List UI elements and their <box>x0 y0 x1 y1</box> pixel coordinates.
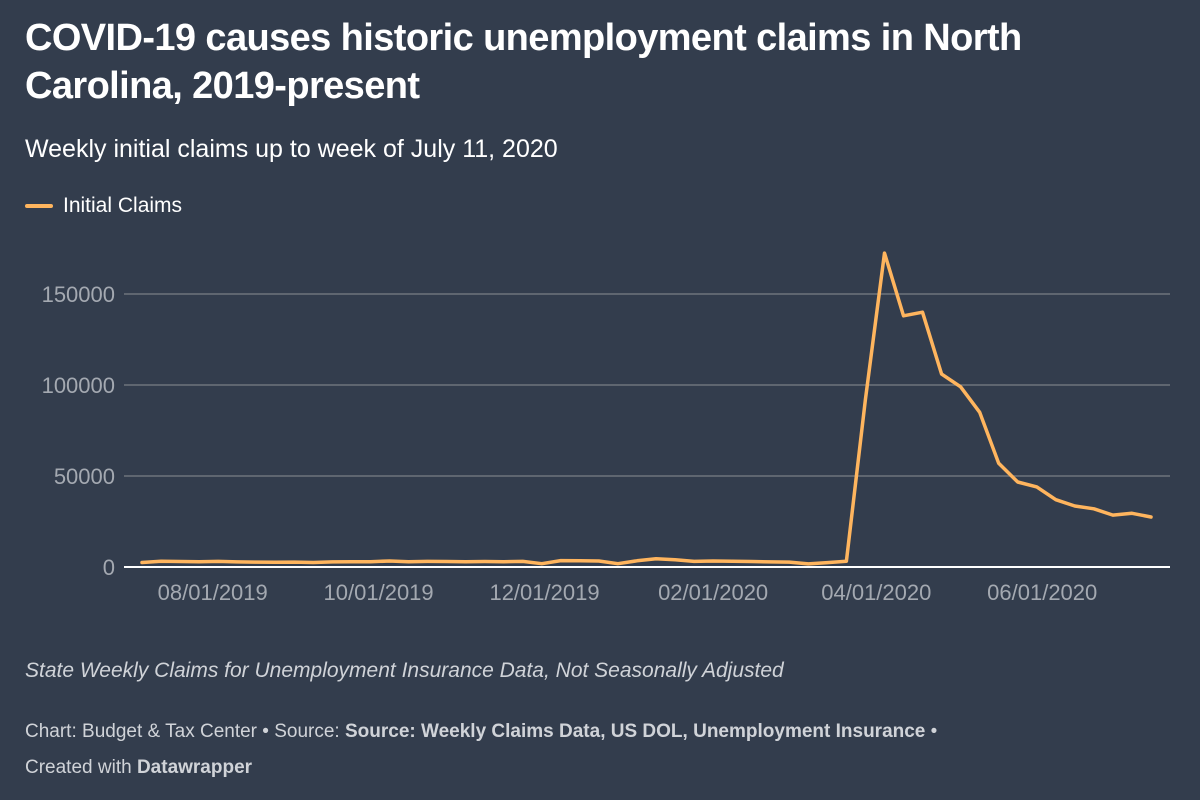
series-initial-claims <box>140 251 1153 566</box>
legend-label-initial-claims: Initial Claims <box>63 194 183 217</box>
y-tick-label: 0 <box>103 555 115 580</box>
x-axis-ticks: 08/01/2019 10/01/2019 12/01/2019 02/01/2020… <box>158 580 1098 605</box>
legend: Initial Claims <box>25 194 182 218</box>
chart-credit: Budget & Tax Center <box>82 721 258 742</box>
x-tick-label: 10/01/2019 <box>324 580 434 605</box>
datawrapper-link[interactable]: Datawrapper <box>136 757 253 778</box>
x-tick-label: 12/01/2019 <box>489 580 599 605</box>
y-axis-ticks: 0 50000 100000 150000 <box>42 282 115 580</box>
chart-credit-prefix: Chart: <box>25 721 83 742</box>
separator-end: • <box>925 721 938 742</box>
line-initial-claims <box>140 251 1153 566</box>
x-tick-label: 04/01/2020 <box>821 580 931 605</box>
chart-notes: State Weekly Claims for Unemployment Ins… <box>25 659 784 682</box>
byline: Chart: Budget & Tax Center • Source: Sou… <box>25 714 1175 786</box>
gridlines <box>124 293 1170 568</box>
source-prefix: Source: <box>274 721 345 742</box>
source-text: Source: Weekly Claims Data, US DOL, Unem… <box>345 721 926 742</box>
line-chart: 0 50000 100000 150000 08/01/2019 10/01/2019 1… <box>42 251 1170 605</box>
created-with-prefix: Created with <box>25 757 137 778</box>
separator: • <box>257 721 275 742</box>
legend-swatch-initial-claims <box>25 204 53 208</box>
y-tick-label: 50000 <box>54 464 115 489</box>
x-tick-label: 08/01/2019 <box>158 580 268 605</box>
x-tick-label: 06/01/2020 <box>987 580 1097 605</box>
chart-subtitle: Weekly initial claims up to week of July… <box>25 135 558 163</box>
y-tick-label: 100000 <box>42 373 115 398</box>
chart-title: COVID-19 causes historic unemployment cl… <box>25 17 1022 107</box>
y-tick-label: 150000 <box>42 282 115 307</box>
x-tick-label: 02/01/2020 <box>658 580 768 605</box>
